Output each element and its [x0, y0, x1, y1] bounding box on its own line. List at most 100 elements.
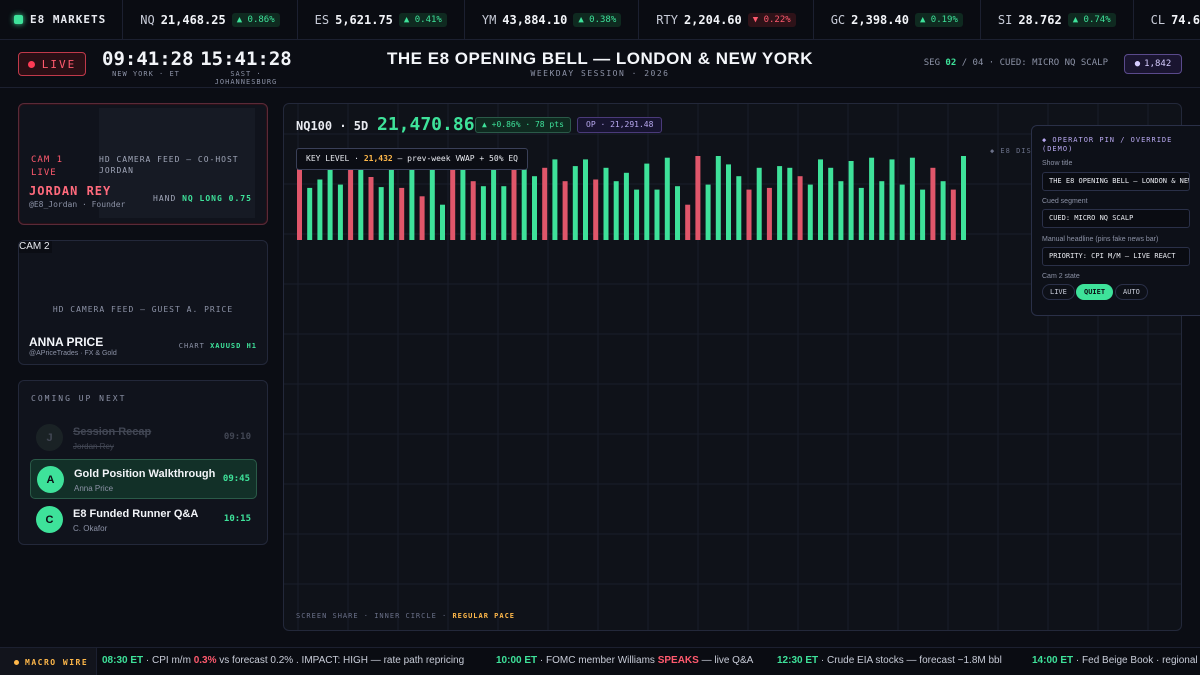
- price-bar-up: [572, 166, 578, 240]
- ticker-item[interactable]: ES 5,621.75 ▲ 0.41%: [298, 0, 465, 39]
- cam-2-label: CAM 2: [19, 241, 52, 253]
- ticker-price: 43,884.10: [502, 12, 568, 27]
- ticker-item[interactable]: YM 43,884.10 ▲ 0.38%: [465, 0, 640, 39]
- ticker-symbol: ES: [314, 12, 330, 27]
- presenter-avatar: J: [36, 424, 63, 451]
- ticker-price: 28.762: [1018, 12, 1062, 27]
- segment-title: Session Recap: [73, 426, 152, 438]
- price-bar-down: [797, 176, 803, 240]
- host-name: JORDAN REY: [29, 184, 112, 198]
- host-position: HAND NQ LONG 0.75: [153, 193, 252, 204]
- ticker-change: ▲ 0.41%: [398, 12, 447, 27]
- guest-handle: @APriceTrades · FX & Gold: [29, 350, 117, 357]
- ticker-symbol: GC: [830, 12, 846, 27]
- price-bar-up: [603, 167, 609, 240]
- price-bar-up: [491, 166, 497, 240]
- price-bar-up: [307, 187, 313, 240]
- price-bar-down: [695, 156, 701, 240]
- cam-1-tag: CAM 1 LIVE: [31, 154, 63, 180]
- wire-headline[interactable]: 08:30 ET · CPI m/m 0.3% vs forecast 0.2%…: [102, 655, 464, 666]
- viewer-count-value: 1,842: [1144, 59, 1172, 69]
- ticker-item[interactable]: NQ 21,468.25 ▲ 0.86%: [123, 0, 298, 39]
- cam-2-card[interactable]: CAM 2 HD CAMERA FEED — GUEST A. PRICE AN…: [18, 240, 268, 365]
- show-header: LIVE 09:41:28 NEW YORK · ET 15:41:28 SAS…: [0, 40, 1200, 88]
- cam-2-state-quiet-toggle[interactable]: QUIET: [1076, 284, 1114, 300]
- clock-time: 09:41:28: [102, 48, 194, 70]
- ticker-item[interactable]: GC 2,398.40 ▲ 0.19%: [814, 0, 981, 39]
- wire-headline[interactable]: 14:00 ET · Fed Beige Book · regional con…: [1032, 655, 1200, 666]
- show-title-input[interactable]: THE E8 OPENING BELL — LONDON & NEW YORK: [1042, 172, 1190, 191]
- viewer-dot-icon: ●: [1134, 59, 1141, 69]
- key-level-prefix: KEY LEVEL ·: [306, 154, 359, 163]
- footer-pace: REGULAR PACE: [452, 612, 516, 620]
- chart-change-badge: ▲ +0.86% · 78 pts: [475, 117, 571, 133]
- cam-1-feed-text: HD CAMERA FEED — CO-HOST JORDAN: [99, 154, 239, 176]
- wire-headline[interactable]: 12:30 ET · Crude EIA stocks — forecast −…: [777, 655, 1002, 666]
- price-bar-up: [818, 159, 823, 240]
- price-bar-up: [552, 159, 558, 240]
- cam-1-feed: [99, 108, 255, 218]
- ticker-change: ▲ 0.74%: [1067, 12, 1116, 27]
- cued-segment-label: Cued segment: [1042, 198, 1088, 205]
- wire-text: · CPI m/m: [145, 655, 191, 666]
- price-bar-up: [869, 157, 875, 240]
- up-next-item[interactable]: J Session Recap Jordan Rey 09:10: [30, 418, 257, 458]
- segment-prefix: SEG: [923, 58, 940, 68]
- price-bar-up: [961, 156, 966, 240]
- price-bar-up: [358, 156, 364, 240]
- presenter-avatar: A: [37, 466, 64, 493]
- clock-zone: SAST · JOHANNESBURG: [214, 70, 278, 86]
- cam-2-state-auto-toggle[interactable]: AUTO: [1115, 284, 1148, 300]
- cued-segment-input[interactable]: CUED: MICRO NQ SCALP: [1042, 209, 1190, 228]
- price-bar-up: [440, 204, 445, 240]
- cam-2-state-live-toggle[interactable]: LIVE: [1042, 284, 1075, 300]
- price-bar-down: [542, 167, 548, 240]
- segment-host: Anna Price: [74, 484, 114, 493]
- ticker-item[interactable]: SI 28.762 ▲ 0.74%: [981, 0, 1134, 39]
- wire-text: · FOMC member Williams: [539, 655, 655, 666]
- manual-headline-label: Manual headline (pins fake news bar): [1042, 236, 1159, 243]
- key-level-value: 21,432: [363, 154, 393, 163]
- price-bar-up: [756, 167, 762, 240]
- segment-title: E8 Funded Runner Q&A: [73, 508, 199, 520]
- price-bar-up: [583, 159, 588, 240]
- segment-current: 02: [945, 58, 957, 68]
- cam-1-card[interactable]: CAM 1 LIVE HD CAMERA FEED — CO-HOST JORD…: [18, 103, 268, 225]
- manual-headline-input[interactable]: PRIORITY: CPI M/M — LIVE REACT: [1042, 247, 1190, 266]
- wire-headline[interactable]: 10:00 ET · FOMC member Williams SPEAKS —…: [496, 655, 753, 666]
- segment-title: Gold Position Walkthrough: [74, 468, 216, 480]
- ticker-price: 5,621.75: [335, 12, 393, 27]
- ticker-item[interactable]: RTY 2,204.60 ▼ 0.22%: [639, 0, 814, 39]
- brand-name: E8 MARKETS: [30, 13, 107, 26]
- ticker-symbol: RTY: [656, 12, 678, 27]
- segment-time: 09:45: [222, 474, 250, 484]
- price-bar-down: [593, 179, 599, 240]
- show-subtitle: WEEKDAY SESSION · 2026: [530, 69, 670, 78]
- price-bar-up: [777, 166, 783, 240]
- segment-total: / 04 · CUED: MICRO NQ SCALP: [961, 58, 1108, 68]
- macro-wire-label: MACRO WIRE: [0, 648, 97, 675]
- presenter-avatar: C: [36, 506, 63, 533]
- price-bar-down: [766, 187, 772, 240]
- up-next-item[interactable]: A Gold Position Walkthrough Anna Price 09:4…: [30, 459, 257, 499]
- price-bar-down: [930, 167, 936, 240]
- price-bar-up: [429, 167, 435, 240]
- chart-open-badge: OP · 21,291.48: [577, 117, 663, 133]
- live-indicator: LIVE: [18, 52, 86, 76]
- chart-price: 21,470.86: [377, 114, 475, 135]
- price-bar-down: [470, 181, 476, 240]
- live-label: LIVE: [41, 57, 77, 71]
- wire-highlight: 0.3%: [193, 655, 217, 666]
- brand: E8 MARKETS: [0, 0, 124, 39]
- ticker-price: 74.61: [1171, 12, 1200, 27]
- price-bar-down: [297, 168, 302, 240]
- price-bar-up: [940, 181, 946, 240]
- up-next-item[interactable]: C E8 Funded Runner Q&A C. Okafor 10:15: [30, 500, 257, 540]
- price-bar-down: [685, 204, 691, 240]
- ticker-price: 21,468.25: [160, 12, 226, 27]
- operator-heading: ◆ OPERATOR PIN / OVERRIDE (DEMO): [1042, 136, 1173, 153]
- price-bar-down: [368, 177, 374, 240]
- ticker-change: ▼ 0.22%: [747, 12, 796, 27]
- operator-panel: ◆ OPERATOR PIN / OVERRIDE (DEMO) Show ti…: [1031, 125, 1200, 316]
